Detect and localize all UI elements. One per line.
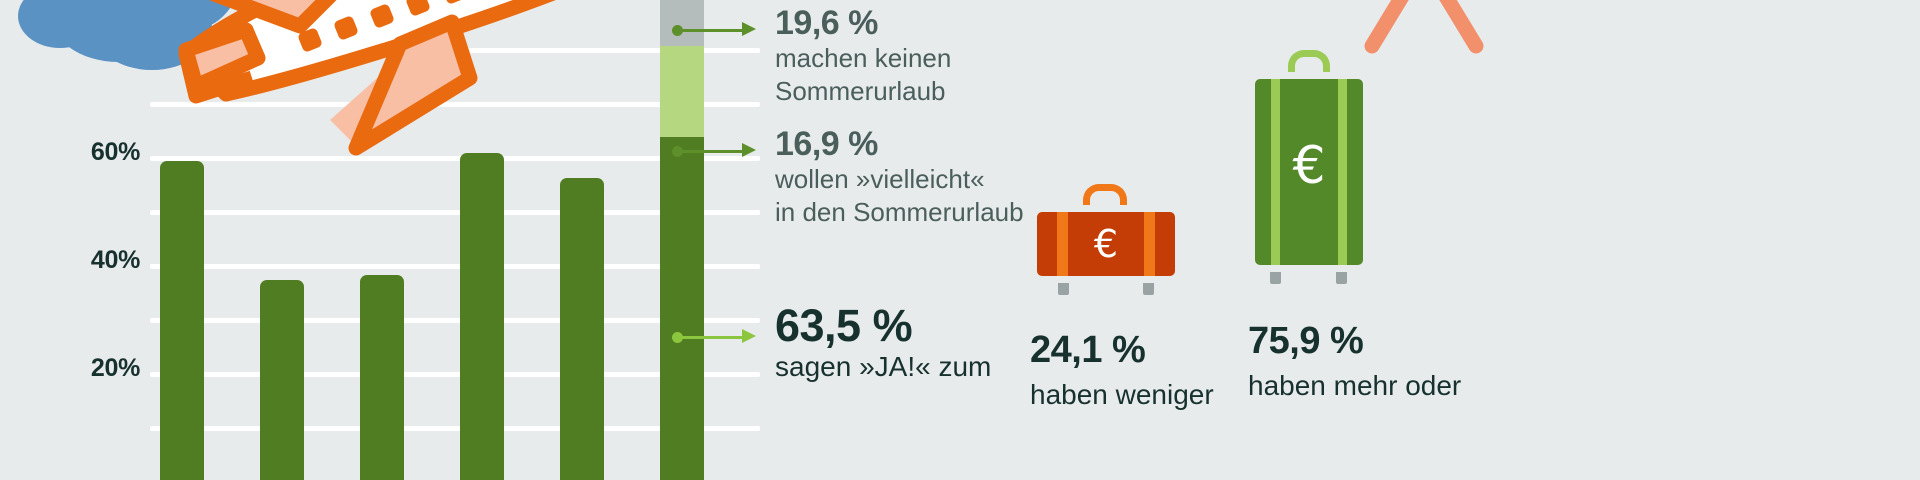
callout-value: 16,9 % (775, 125, 878, 163)
bar (560, 177, 604, 480)
leader-shaft (678, 29, 742, 32)
callout-text-line: sagen »JA!« zum (775, 351, 992, 383)
suitcase-euro-symbol: € (1093, 222, 1119, 266)
callout-no-holiday: 19,6 % machen keinen Sommerurlaub (775, 4, 952, 108)
callout-maybe-holiday: 16,9 % wollen »vielleicht« in den Sommer… (775, 125, 1024, 229)
callout-value: 19,6 % (775, 4, 878, 42)
suitcase-strap (1338, 79, 1347, 265)
leader-dot (672, 25, 683, 36)
suitcase-body: € (1030, 205, 1182, 283)
stat-caption: haben mehr oder (1248, 369, 1462, 401)
leader-line-no-holiday (672, 18, 758, 42)
leader-arrowhead (742, 22, 756, 36)
suitcase-orange-icon: € (1030, 184, 1182, 295)
leader-dot (672, 332, 683, 343)
bar (160, 161, 204, 480)
suitcase-strap (1144, 212, 1155, 276)
stacked-bar-segment (660, 137, 704, 480)
leader-arrowhead (742, 143, 756, 157)
gridline (150, 264, 760, 269)
callout-text-line: in den Sommerurlaub (775, 196, 1024, 227)
bar (360, 274, 404, 480)
suitcase-foot (1058, 283, 1069, 295)
suitcase-euro-symbol: € (1292, 136, 1326, 196)
suitcase-green-icon: € (1248, 50, 1370, 284)
orange-arc-icon (1364, 0, 1484, 54)
leader-line-maybe-holiday (672, 139, 758, 163)
suitcase-foot (1270, 272, 1281, 284)
leader-shaft (678, 336, 742, 339)
gridline (150, 156, 760, 161)
suitcase-foot (1336, 272, 1347, 284)
y-axis-tick-label: 80% (90, 30, 140, 58)
bar-chart-plot (150, 0, 760, 480)
gridline (150, 210, 760, 215)
gridline (150, 318, 760, 323)
y-axis: 100%80%60%40%20% (55, 0, 140, 480)
stacked-bar-segment (660, 0, 704, 46)
gridline (150, 426, 760, 431)
bar (460, 153, 504, 480)
leader-dot (672, 146, 683, 157)
callout-yes-holiday: 63,5 % sagen »JA!« zum (775, 302, 991, 385)
leader-shaft (678, 150, 742, 153)
stat-block-more-budget: € 75,9 % haben mehr oder (1248, 50, 1462, 403)
stacked-bar-segment (660, 45, 704, 138)
suitcase-foot (1143, 283, 1154, 295)
suitcase-strap (1271, 79, 1280, 265)
bar (260, 280, 304, 480)
leader-arrowhead (742, 329, 756, 343)
callout-text-line: wollen »vielleicht« (775, 163, 985, 194)
stat-caption: haben weniger (1030, 378, 1214, 410)
y-axis-tick-label: 60% (90, 138, 140, 166)
callout-value: 63,5 % (775, 300, 913, 351)
suitcase-body: € (1248, 72, 1370, 272)
stat-value: 24,1 % (1030, 329, 1146, 371)
suitcase-strap (1057, 212, 1068, 276)
suitcase-handle (1288, 50, 1330, 80)
gridline (150, 372, 760, 377)
stat-value: 75,9 % (1248, 320, 1364, 362)
y-axis-tick-label: 20% (90, 354, 140, 382)
suitcase-handle (1083, 184, 1127, 214)
stat-block-less-budget: € 24,1 % haben weniger (1030, 184, 1214, 412)
stacked-bar (660, 0, 704, 480)
y-axis-tick-label: 40% (90, 246, 140, 274)
leader-line-yes-holiday (672, 325, 758, 349)
callout-text-line: Sommerurlaub (775, 75, 946, 106)
callout-text-line: machen keinen (775, 42, 952, 73)
